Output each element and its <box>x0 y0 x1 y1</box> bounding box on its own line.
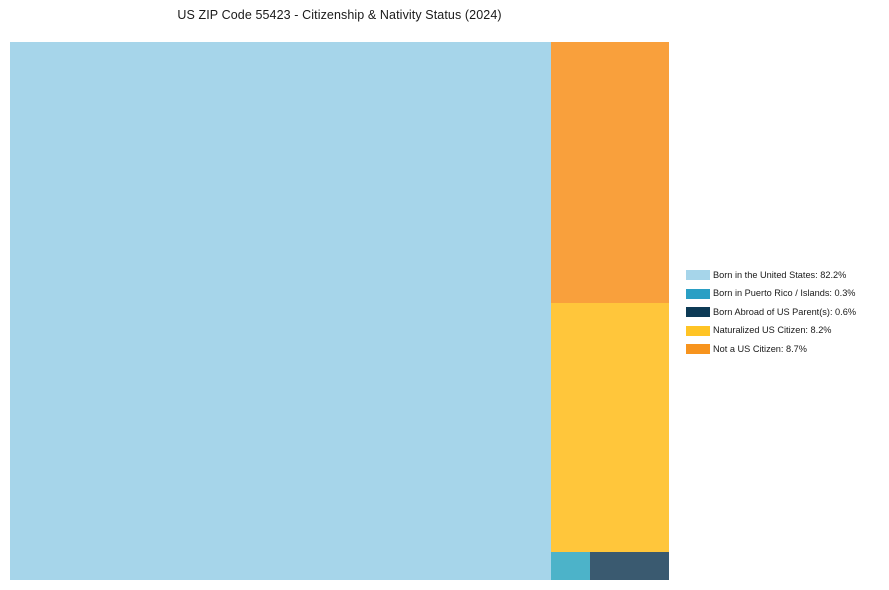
treemap-tile-born-in-puerto-rico-islands[interactable] <box>550 551 590 580</box>
legend-label-born-in-the-united-states: Born in the United States: 82.2% <box>713 269 847 280</box>
treemap-tile-not-a-us-citizen[interactable] <box>550 42 669 303</box>
legend-item-born-in-puerto-rico-islands[interactable]: Born in Puerto Rico / Islands: 0.3% <box>686 285 881 304</box>
legend-swatch-naturalized-us-citizen <box>686 325 710 336</box>
legend-swatch-born-abroad-of-us-parents <box>686 307 710 318</box>
legend-item-naturalized-us-citizen[interactable]: Naturalized US Citizen: 8.2% <box>686 322 881 341</box>
treemap-tile-born-in-the-united-states[interactable] <box>10 42 551 580</box>
legend-label-born-abroad-of-us-parents: Born Abroad of US Parent(s): 0.6% <box>713 306 856 317</box>
legend-swatch-not-a-us-citizen <box>686 344 710 355</box>
treemap-plot-area <box>10 42 669 580</box>
legend-label-naturalized-us-citizen: Naturalized US Citizen: 8.2% <box>713 325 832 336</box>
legend-swatch-born-in-the-united-states <box>686 270 710 281</box>
legend-item-born-in-the-united-states[interactable]: Born in the United States: 82.2% <box>686 266 881 285</box>
legend-item-not-a-us-citizen[interactable]: Not a US Citizen: 8.7% <box>686 340 881 359</box>
chart-title: US ZIP Code 55423 - Citizenship & Nativi… <box>177 8 502 22</box>
treemap-tile-naturalized-us-citizen[interactable] <box>550 302 669 552</box>
legend-label-born-in-puerto-rico-islands: Born in Puerto Rico / Islands: 0.3% <box>713 288 856 299</box>
legend-label-not-a-us-citizen: Not a US Citizen: 8.7% <box>713 343 807 354</box>
legend-swatch-born-in-puerto-rico-islands <box>686 288 710 299</box>
chart-legend: Born in the United States: 82.2% Born in … <box>686 266 881 359</box>
treemap-tile-born-abroad-of-us-parent-s[interactable] <box>589 551 669 580</box>
legend-item-born-abroad-of-us-parents[interactable]: Born Abroad of US Parent(s): 0.6% <box>686 303 881 322</box>
